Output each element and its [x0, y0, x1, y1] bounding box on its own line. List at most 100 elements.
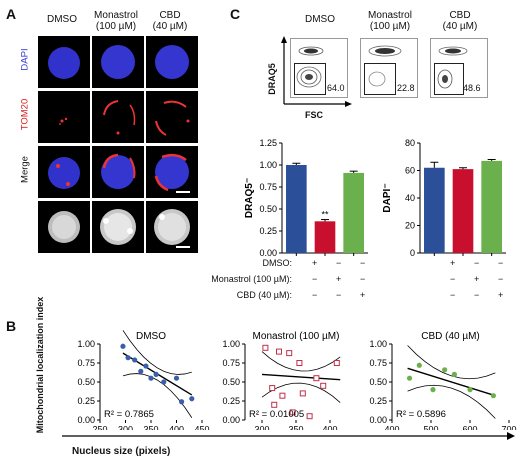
confidence-band-upper	[261, 351, 341, 372]
y-tick-label: 0.50	[77, 377, 95, 387]
sign: +	[450, 258, 456, 268]
micrograph-tom20-monastrol	[92, 91, 144, 143]
data-point	[333, 360, 340, 366]
data-point	[467, 387, 473, 393]
panel-c-letter: C	[230, 6, 241, 22]
micrograph-dapi-cbd	[146, 36, 198, 88]
data-point	[262, 344, 269, 351]
y-tick-label: 60	[405, 166, 415, 176]
confidence-band-upper	[122, 330, 192, 375]
y-tick-label: 0.75	[77, 358, 95, 368]
scatter-title: CBD (40 µM)	[421, 331, 480, 342]
x-tick-label: 400	[322, 425, 337, 431]
y-axis-label: DRAQ5⁻	[244, 178, 255, 218]
sign: −	[450, 274, 456, 284]
data-point	[430, 387, 436, 393]
data-point	[306, 413, 313, 420]
data-point	[296, 360, 303, 366]
data-point	[451, 371, 457, 377]
sign: +	[474, 274, 480, 284]
y-tick-label: 0.25	[369, 396, 387, 406]
significance-label: **	[321, 210, 329, 220]
sign: −	[450, 290, 456, 300]
bar-chart-dapi: 0 20 40 60 80 DAPI⁻	[382, 138, 506, 258]
data-point	[138, 368, 144, 374]
flow-gate-value-cbd: 48.6	[463, 83, 481, 93]
scatter-monastrol: Monastrol (100 µM) 0.00 0.25 0.50 0.75 1.00 30…	[222, 331, 341, 431]
sign: −	[498, 274, 504, 284]
flow-plot-monastrol: 22.8	[360, 38, 418, 98]
scatter-title: DMSO	[136, 331, 166, 342]
data-point	[189, 396, 195, 402]
micrograph-brightfield-monastrol	[92, 201, 144, 253]
scatter-cbd: CBD (40 µM) 0.00 0.25 0.50 0.75 1.00 400 500 600…	[369, 331, 516, 431]
panel-b-x-arrow	[62, 432, 515, 440]
sign: −	[360, 274, 366, 284]
fit-line	[261, 373, 341, 381]
y-tick-label: 0.75	[222, 358, 240, 368]
y-tick-label: 20	[405, 221, 415, 231]
panel-b-xlabel: Nucleus size (pixels)	[72, 446, 171, 457]
panel-a-col-cbd: CBD (40 µM)	[152, 10, 188, 32]
flow-gate-box	[364, 63, 396, 95]
bar	[286, 165, 307, 253]
sign: −	[312, 290, 318, 300]
y-tick-label: 0.25	[77, 396, 95, 406]
data-point	[286, 350, 293, 357]
data-point	[125, 355, 131, 361]
flow-gate-value-dmso: 64.0	[327, 83, 345, 93]
r-squared-label: R² = 0.7865	[104, 409, 154, 420]
y-tick-label: 0.00	[222, 415, 240, 425]
treatment-label-dmso: DMSO:	[262, 258, 292, 268]
data-point	[143, 363, 149, 369]
micrograph-merge-dmso	[38, 146, 90, 198]
row-label-merge: Merge	[19, 156, 31, 183]
y-tick-label: 0.75	[259, 182, 277, 192]
bar-chart-draq5: 0.00 0.25 0.50 0.75 1.00 1.25 DRAQ5⁻ **	[244, 138, 368, 258]
treatment-label-cbd: CBD (40 µM):	[236, 290, 292, 300]
bar	[314, 221, 336, 253]
y-tick-label: 0.75	[369, 358, 387, 368]
x-tick-label: 300	[254, 425, 269, 431]
micrograph-dapi-monastrol	[92, 36, 144, 88]
x-tick-label: 400	[384, 425, 399, 431]
x-tick-label: 350	[288, 425, 303, 431]
col-label: DMSO	[47, 14, 77, 25]
y-tick-label: 80	[405, 138, 415, 148]
y-tick-label: 0.00	[259, 248, 277, 258]
panel-a-col-dmso: DMSO	[34, 14, 90, 25]
bar	[452, 169, 474, 253]
y-tick-label: 0.25	[259, 226, 277, 236]
y-tick-label: 1.00	[369, 339, 387, 349]
data-point	[269, 385, 276, 392]
data-point	[416, 362, 422, 368]
flow-xlabel: FSC	[305, 110, 323, 120]
bar	[343, 172, 364, 253]
data-point	[132, 357, 138, 363]
data-point	[299, 390, 306, 397]
x-tick-label: 400	[169, 425, 184, 431]
micrograph-brightfield-dmso	[38, 201, 90, 253]
micrograph-merge-cbd	[146, 146, 198, 198]
micrograph-tom20-cbd	[146, 91, 198, 143]
y-tick-label: 0.25	[222, 396, 240, 406]
sign: −	[336, 258, 342, 268]
x-tick-label: 500	[423, 425, 438, 431]
data-point	[161, 379, 167, 385]
flow-col-monastrol: Monastrol (100 µM)	[368, 10, 412, 32]
y-axis-label: DAPI⁻	[382, 183, 393, 212]
flow-gate-box	[294, 63, 326, 95]
flow-axes	[281, 36, 352, 107]
y-tick-label: 1.00	[222, 339, 240, 349]
y-tick-label: 1.25	[259, 138, 277, 148]
micrograph-brightfield-cbd	[146, 201, 198, 253]
flow-plot-dmso: 64.0	[290, 38, 348, 98]
flow-gate-box	[434, 63, 464, 95]
data-point	[289, 409, 296, 416]
panel-a-col-monastrol: Monastrol (100 µM)	[94, 10, 138, 32]
sign: +	[336, 274, 342, 284]
data-point	[148, 375, 154, 381]
y-tick-label: 0.00	[77, 415, 95, 425]
sign: −	[474, 258, 480, 268]
sign: −	[360, 258, 366, 268]
